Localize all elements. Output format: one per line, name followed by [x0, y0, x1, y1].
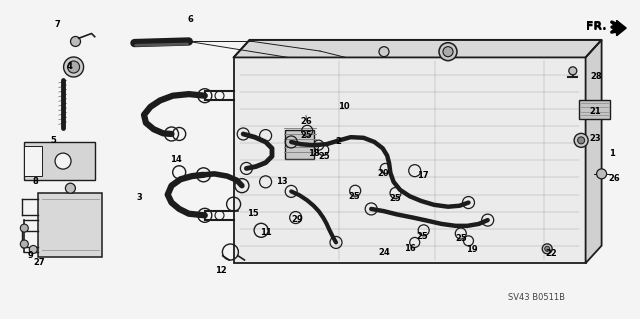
Text: 14: 14: [170, 155, 182, 164]
Text: 19: 19: [467, 245, 478, 254]
Polygon shape: [586, 40, 602, 263]
Text: 17: 17: [417, 171, 428, 180]
Text: 25: 25: [455, 234, 467, 243]
Text: 4: 4: [66, 63, 72, 71]
Bar: [24, 146, 42, 176]
Bar: [285, 130, 314, 159]
Text: 12: 12: [215, 266, 227, 275]
Text: 2: 2: [335, 137, 341, 146]
Text: 7: 7: [55, 20, 60, 29]
Bar: [24, 142, 95, 180]
Circle shape: [569, 67, 577, 75]
Text: 18: 18: [308, 149, 319, 158]
Text: 24: 24: [378, 248, 390, 257]
Text: 15: 15: [247, 209, 259, 218]
Text: 27: 27: [34, 258, 45, 267]
Circle shape: [574, 133, 588, 147]
Circle shape: [542, 244, 552, 254]
Text: 10: 10: [339, 102, 350, 111]
Circle shape: [70, 36, 81, 47]
Circle shape: [63, 57, 84, 77]
Circle shape: [20, 224, 28, 232]
Text: SV43 B0511B: SV43 B0511B: [508, 293, 565, 302]
Text: 1: 1: [609, 149, 615, 158]
Polygon shape: [234, 40, 602, 57]
Bar: [234, 57, 586, 263]
Text: 13: 13: [276, 177, 287, 186]
Text: 11: 11: [260, 228, 271, 237]
Text: 25: 25: [348, 192, 360, 201]
Text: 25: 25: [300, 131, 312, 140]
Bar: [38, 193, 102, 257]
Circle shape: [578, 137, 584, 144]
Circle shape: [65, 183, 76, 193]
Text: 26: 26: [609, 174, 620, 182]
Text: 25: 25: [389, 194, 401, 203]
Text: 25: 25: [318, 152, 330, 161]
Circle shape: [68, 61, 79, 73]
Circle shape: [439, 43, 457, 61]
Text: 20: 20: [377, 169, 388, 178]
Bar: [579, 100, 610, 119]
FancyArrow shape: [613, 20, 626, 36]
Text: 5: 5: [50, 137, 56, 145]
Text: 16: 16: [404, 244, 415, 253]
Text: 8: 8: [33, 177, 38, 186]
Circle shape: [545, 246, 550, 251]
Text: 6: 6: [188, 15, 194, 24]
Text: 26: 26: [300, 117, 312, 126]
Circle shape: [20, 240, 28, 248]
Text: FR.: FR.: [586, 22, 607, 32]
Text: 25: 25: [417, 232, 428, 241]
Text: FR.: FR.: [586, 21, 607, 31]
Text: 28: 28: [591, 72, 602, 81]
Text: 3: 3: [137, 193, 142, 202]
Circle shape: [443, 47, 453, 57]
Text: 21: 21: [589, 107, 601, 116]
Text: 23: 23: [589, 134, 601, 143]
Circle shape: [379, 47, 389, 57]
Text: 29: 29: [292, 215, 303, 224]
Circle shape: [596, 169, 607, 179]
Text: 9: 9: [28, 251, 33, 260]
Text: 22: 22: [546, 249, 557, 258]
Circle shape: [29, 245, 37, 254]
Circle shape: [55, 153, 71, 169]
